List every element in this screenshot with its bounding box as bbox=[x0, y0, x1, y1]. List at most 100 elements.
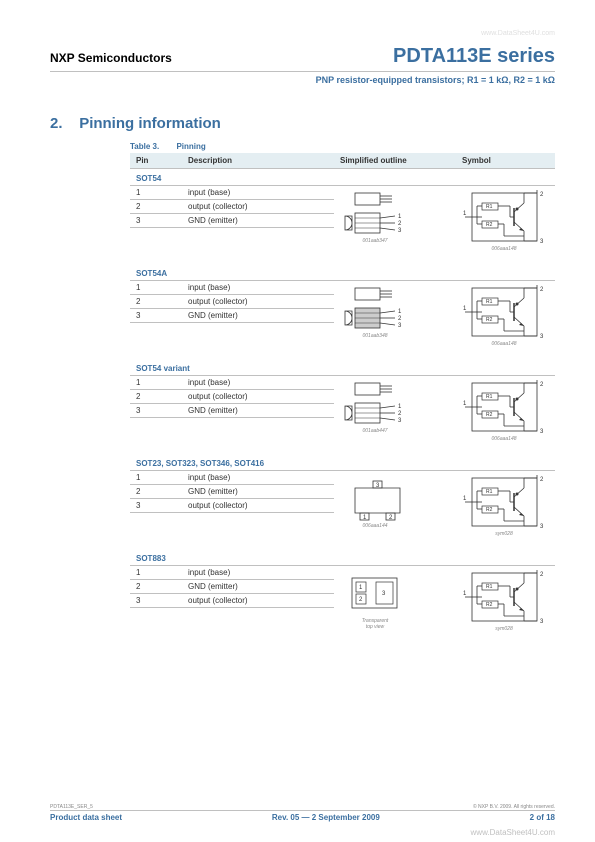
symbol-diagram: 1 R1 R2 2 3 sym028 bbox=[462, 568, 547, 634]
svg-text:R2: R2 bbox=[486, 222, 493, 228]
page-header: NXP Semiconductors PDTA113E series PNP r… bbox=[0, 0, 595, 85]
pin-number: 2 bbox=[130, 295, 182, 309]
pin-description: GND (emitter) bbox=[182, 214, 334, 228]
svg-text:1: 1 bbox=[398, 214, 402, 220]
svg-text:006aaa148: 006aaa148 bbox=[491, 436, 516, 442]
table-title: Pinning bbox=[176, 142, 205, 151]
table-header-row: Pin Description Simplified outline Symbo… bbox=[130, 153, 555, 169]
outline-diagram: 3 1 2 006aaa144 bbox=[340, 473, 415, 531]
pin-description: input (base) bbox=[182, 471, 334, 485]
svg-text:R2: R2 bbox=[486, 602, 493, 608]
pin-row: 1input (base) 1 2 3 001aab348 1 R1 R2 bbox=[130, 281, 555, 295]
svg-text:2: 2 bbox=[398, 411, 402, 417]
svg-text:001aab447: 001aab447 bbox=[362, 428, 387, 434]
pin-number: 3 bbox=[130, 594, 182, 608]
pin-description: GND (emitter) bbox=[182, 485, 334, 499]
pin-number: 2 bbox=[130, 390, 182, 404]
pinning-table: Pin Description Simplified outline Symbo… bbox=[130, 153, 555, 644]
outline-cell: 1 2 3 001aab447 bbox=[334, 376, 456, 455]
pin-row: 1input (base) 1 2 3 001aab447 1 R1 R2 bbox=[130, 376, 555, 390]
svg-text:2: 2 bbox=[540, 477, 544, 483]
outline-cell: 1 2 3 001aab348 bbox=[334, 281, 456, 360]
pin-number: 2 bbox=[130, 580, 182, 594]
product-name: PDTA113E series bbox=[393, 45, 555, 68]
svg-text:3: 3 bbox=[540, 429, 544, 435]
pin-number: 1 bbox=[130, 281, 182, 295]
svg-text:3: 3 bbox=[540, 524, 544, 530]
pin-description: GND (emitter) bbox=[182, 404, 334, 418]
svg-text:1: 1 bbox=[463, 306, 467, 312]
col-description: Description bbox=[182, 153, 334, 169]
revision: Rev. 05 — 2 September 2009 bbox=[272, 813, 380, 822]
symbol-diagram: 1 R1 R2 2 3 sym028 bbox=[462, 473, 547, 539]
svg-text:R1: R1 bbox=[486, 299, 493, 305]
pin-number: 2 bbox=[130, 485, 182, 499]
svg-text:001aab348: 001aab348 bbox=[362, 333, 387, 339]
section-title: Pinning information bbox=[79, 115, 221, 132]
page-number: 2 of 18 bbox=[530, 813, 555, 822]
package-name: SOT54A bbox=[130, 264, 555, 281]
pin-description: input (base) bbox=[182, 376, 334, 390]
pin-description: output (collector) bbox=[182, 390, 334, 404]
pin-description: input (base) bbox=[182, 281, 334, 295]
outline-diagram: 1 2 3 001aab447 bbox=[340, 378, 415, 436]
table-caption: Table 3. Pinning bbox=[130, 142, 555, 151]
outline-cell: 1 2 3 001aab347 bbox=[334, 186, 456, 265]
watermark-top: www.DataSheet4U.com bbox=[481, 30, 555, 37]
svg-text:3: 3 bbox=[540, 334, 544, 340]
subtitle: PNP resistor-equipped transistors; R1 = … bbox=[50, 75, 555, 85]
svg-text:006aaa148: 006aaa148 bbox=[491, 246, 516, 252]
pin-number: 3 bbox=[130, 499, 182, 513]
page-footer: PDTA113E_SER_5 © NXP B.V. 2009. All righ… bbox=[50, 804, 555, 822]
svg-text:006aaa144: 006aaa144 bbox=[362, 523, 387, 529]
svg-text:3: 3 bbox=[540, 239, 544, 245]
pin-description: GND (emitter) bbox=[182, 309, 334, 323]
doc-id: PDTA113E_SER_5 bbox=[50, 804, 93, 810]
svg-text:1: 1 bbox=[463, 496, 467, 502]
outline-cell: 1 2 3 Transparenttop view bbox=[334, 566, 456, 645]
svg-text:001aab347: 001aab347 bbox=[362, 238, 387, 244]
outline-cell: 3 1 2 006aaa144 bbox=[334, 471, 456, 550]
package-name: SOT54 bbox=[130, 169, 555, 186]
svg-text:2: 2 bbox=[540, 287, 544, 293]
svg-text:1: 1 bbox=[359, 585, 363, 591]
pin-number: 1 bbox=[130, 566, 182, 580]
pin-row: 1input (base) 1 2 3 Transparenttop view … bbox=[130, 566, 555, 580]
svg-text:sym028: sym028 bbox=[495, 626, 513, 632]
svg-text:R1: R1 bbox=[486, 489, 493, 495]
pin-description: output (collector) bbox=[182, 295, 334, 309]
svg-text:R1: R1 bbox=[486, 584, 493, 590]
outline-diagram: 1 2 3 Transparenttop view bbox=[340, 568, 415, 634]
svg-text:3: 3 bbox=[398, 418, 402, 424]
content-area: Table 3. Pinning Pin Description Simplif… bbox=[0, 142, 595, 644]
symbol-diagram: 1 R1 R2 2 3 006aaa148 bbox=[462, 283, 547, 349]
pin-description: output (collector) bbox=[182, 499, 334, 513]
pin-row: 1input (base) 3 1 2 006aaa144 1 R1 R2 bbox=[130, 471, 555, 485]
pin-number: 1 bbox=[130, 471, 182, 485]
svg-text:1: 1 bbox=[398, 309, 402, 315]
company-name: NXP Semiconductors bbox=[50, 51, 172, 65]
symbol-diagram: 1 R1 R2 2 3 006aaa148 bbox=[462, 188, 547, 254]
svg-text:R2: R2 bbox=[486, 412, 493, 418]
symbol-cell: 1 R1 R2 2 3 006aaa148 bbox=[456, 186, 555, 265]
svg-text:2: 2 bbox=[540, 192, 544, 198]
outline-diagram: 1 2 3 001aab347 bbox=[340, 188, 415, 246]
outline-diagram: 1 2 3 001aab348 bbox=[340, 283, 415, 341]
symbol-cell: 1 R1 R2 2 3 sym028 bbox=[456, 566, 555, 645]
pin-description: GND (emitter) bbox=[182, 580, 334, 594]
pin-number: 3 bbox=[130, 404, 182, 418]
footer-url: www.DataSheet4U.com bbox=[471, 828, 555, 837]
package-header-row: SOT23, SOT323, SOT346, SOT416 bbox=[130, 454, 555, 471]
pin-number: 3 bbox=[130, 309, 182, 323]
package-name: SOT54 variant bbox=[130, 359, 555, 376]
svg-text:sym028: sym028 bbox=[495, 531, 513, 537]
section-heading: 2. Pinning information bbox=[0, 85, 595, 142]
pin-number: 1 bbox=[130, 376, 182, 390]
col-symbol: Symbol bbox=[456, 153, 555, 169]
svg-text:2: 2 bbox=[540, 572, 544, 578]
svg-text:R1: R1 bbox=[486, 394, 493, 400]
svg-text:2: 2 bbox=[398, 316, 402, 322]
pin-description: input (base) bbox=[182, 566, 334, 580]
svg-text:1: 1 bbox=[463, 591, 467, 597]
svg-text:top view: top view bbox=[366, 624, 385, 630]
